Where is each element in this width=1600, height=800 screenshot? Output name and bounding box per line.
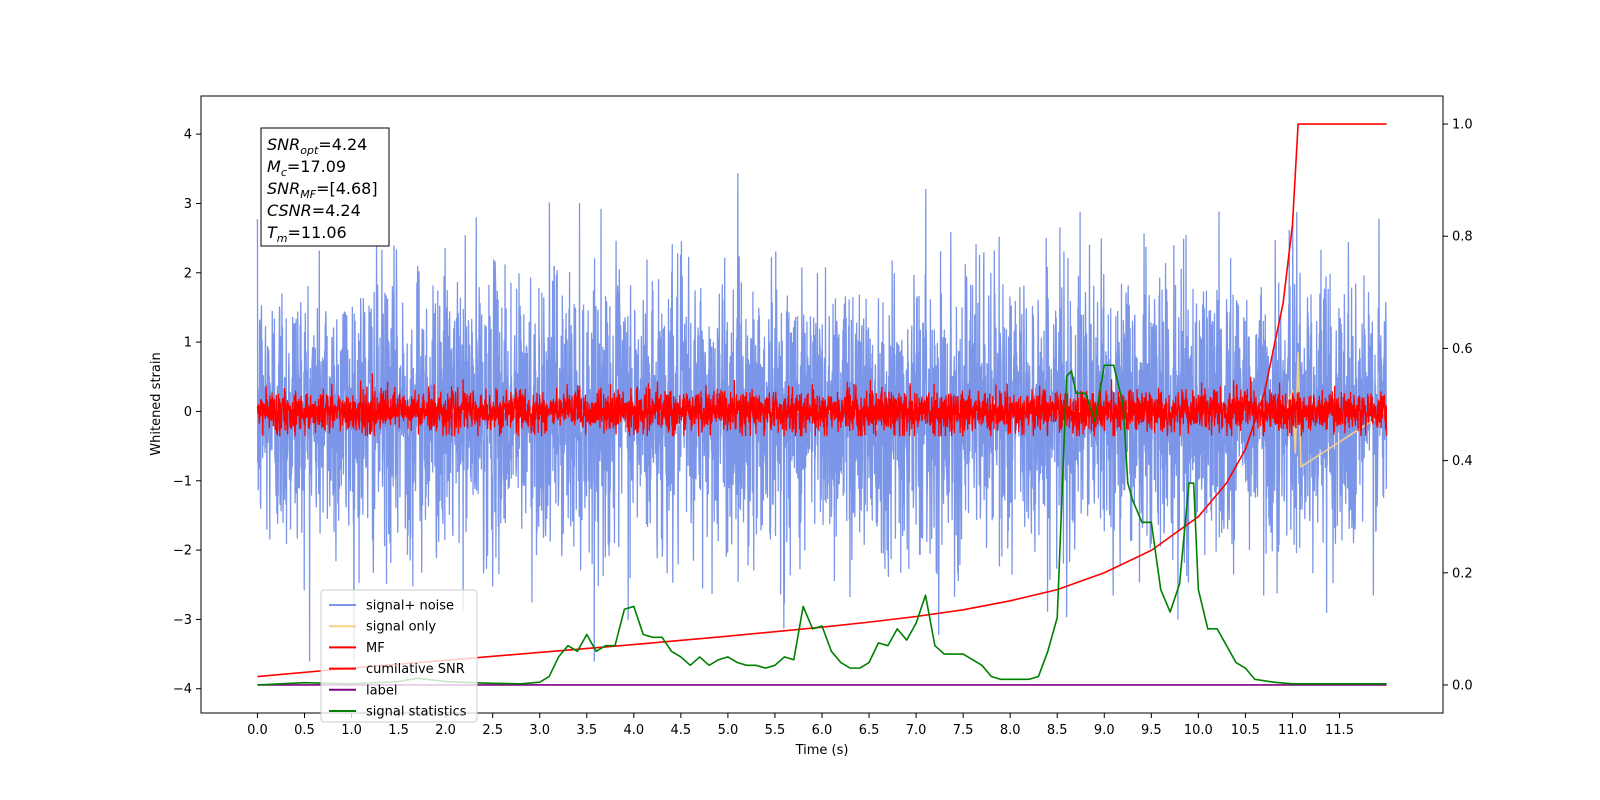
x-tick-label: 11.0	[1278, 723, 1307, 738]
y-tick-label: 4	[184, 128, 192, 143]
legend-frame	[320, 589, 478, 723]
stats-box-frame	[260, 127, 390, 247]
x-tick-label: 7.0	[906, 723, 927, 738]
x-tick-label: 2.0	[435, 723, 456, 738]
x-tick-label: 9.0	[1094, 723, 1115, 738]
legend: signal+ noise signal only MF cumilative SNR…	[320, 589, 478, 723]
y-tick-label: −2	[173, 544, 192, 559]
stats-line-snr-mf: SNRMF=[4.68]	[267, 179, 378, 201]
legend-label-signal-statistics: signal statistics	[366, 705, 467, 720]
x-tick-label: 3.5	[576, 723, 597, 738]
stats-line-snr-opt: SNRopt=4.24	[267, 135, 367, 157]
y2-tick-label: 0.2	[1452, 566, 1473, 581]
x-tick-label: 8.0	[1000, 723, 1021, 738]
y-tick-label: −4	[173, 682, 192, 697]
x-tick-label: 8.5	[1047, 723, 1068, 738]
x-tick-label: 9.5	[1141, 723, 1162, 738]
x-tick-label: 2.5	[482, 723, 503, 738]
x-tick-label: 4.0	[623, 723, 644, 738]
legend-label-signal-only: signal only	[366, 620, 436, 635]
y2-tick-label: 0.6	[1452, 342, 1473, 357]
y-tick-label: −3	[173, 613, 192, 628]
y-tick-label: 0	[184, 405, 192, 420]
x-tick-label: 4.5	[671, 723, 692, 738]
stats-line-m-c: Mc=17.09	[267, 157, 346, 179]
y2-tick-label: 1.0	[1452, 118, 1473, 133]
y-axis-label: Whitened strain	[149, 352, 164, 455]
x-tick-label: 3.0	[529, 723, 550, 738]
x-tick-label: 5.5	[765, 723, 786, 738]
x-tick-label: 10.0	[1184, 723, 1213, 738]
x-axis: 0.0 0.5 1.0 1.5 2.0 2.5 3.0 3.5 4.0 4.5 5.0 5.5 6.0 6…	[247, 713, 1354, 738]
y-axis-left: 4 3 2 1 0 −1 −2 −3 −4	[173, 128, 201, 697]
x-tick-label: 0.5	[294, 723, 315, 738]
y2-tick-label: 0.4	[1452, 454, 1473, 469]
x-tick-label: 1.5	[388, 723, 409, 738]
x-axis-label: Time (s)	[795, 743, 849, 758]
legend-label-mf: MF	[366, 641, 385, 656]
x-tick-label: 7.5	[953, 723, 974, 738]
stats-box: SNRopt=4.24Mc=17.09SNRMF=[4.68]CSNR=4.24…	[260, 127, 390, 247]
y2-tick-label: 0.0	[1452, 678, 1473, 693]
x-tick-label: 0.0	[247, 723, 268, 738]
y-axis-right: 1.0 0.8 0.6 0.4 0.2 0.0	[1443, 118, 1473, 693]
x-tick-label: 10.5	[1231, 723, 1260, 738]
x-tick-label: 5.0	[718, 723, 739, 738]
x-tick-label: 6.5	[859, 723, 880, 738]
y-tick-label: 2	[184, 266, 192, 281]
legend-label-cumilative-snr: cumilative SNR	[366, 662, 465, 677]
series-mf	[256, 373, 1388, 437]
legend-label-label: label	[366, 683, 397, 698]
legend-label-signal-noise: signal+ noise	[366, 599, 454, 614]
stats-line-csnr: CSNR=4.24	[267, 201, 361, 220]
series-signal-statistics	[257, 364, 1387, 686]
y-tick-label: −1	[173, 474, 192, 489]
series-layer	[256, 123, 1388, 686]
stats-line-t-m: Tm=11.06	[267, 223, 347, 245]
y-tick-label: 3	[184, 197, 192, 212]
x-tick-label: 6.0	[812, 723, 833, 738]
x-tick-label: 11.5	[1325, 723, 1354, 738]
x-tick-label: 1.0	[341, 723, 362, 738]
y2-tick-label: 0.8	[1452, 230, 1473, 245]
y-tick-label: 1	[184, 336, 192, 351]
